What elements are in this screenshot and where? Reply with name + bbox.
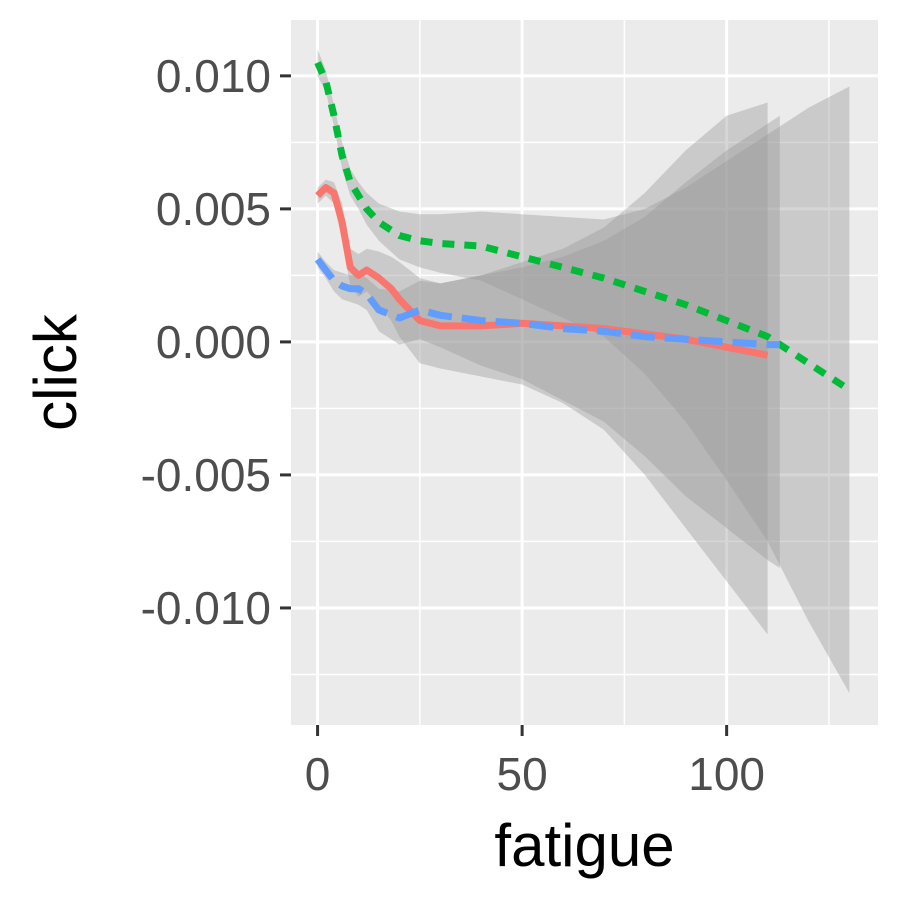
y-axis: 0.010 0.005 0.000 -0.005 -0.010 [141,50,291,634]
x-axis: 0 50 100 [305,725,765,800]
grid-major [291,20,878,725]
y-tick-label: -0.010 [141,582,271,634]
y-tick-label: 0.005 [156,183,271,235]
x-tick-label: 0 [305,748,331,800]
y-tick-label: 0.010 [156,50,271,102]
grid-minor [291,8,878,725]
series-line [314,257,780,349]
y-axis-title: click [22,313,89,431]
confidence-ribbons [317,49,850,694]
y-tick-label: -0.005 [141,449,271,501]
x-tick-label: 50 [497,748,548,800]
confidence-ribbon [317,49,850,694]
x-axis-title: fatigue [494,812,674,879]
y-tick-label: 0.000 [156,316,271,368]
confidence-ribbon [317,115,780,569]
x-tick-label: 100 [688,748,765,800]
series-lines [314,61,852,393]
confidence-ribbon [317,102,768,635]
